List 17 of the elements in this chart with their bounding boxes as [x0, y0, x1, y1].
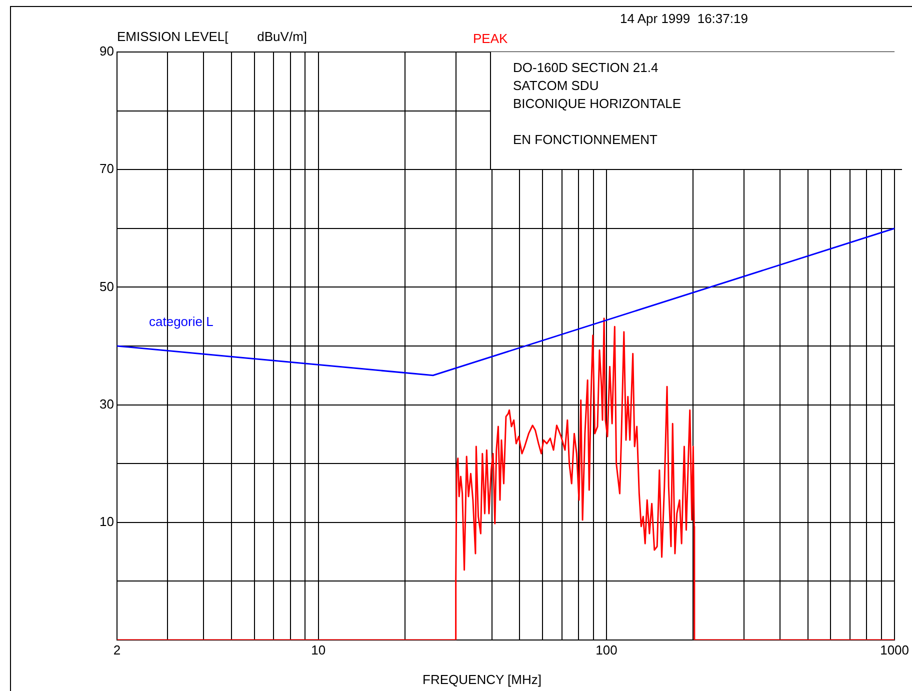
- annotation: BICONIQUE HORIZONTALE: [513, 95, 682, 113]
- y-tick-label: 70: [100, 161, 114, 176]
- x-tick-label: 1000: [880, 642, 909, 658]
- y-tick-label: 30: [100, 396, 114, 412]
- y-tick-label: 90: [100, 44, 114, 59]
- y-axis-title: EMISSION LEVEL[ dBuV/m]: [117, 29, 308, 44]
- x-axis-title: FREQUENCY [MHz]: [422, 672, 542, 687]
- annotation: DO-160D SECTION 21.4: [513, 59, 660, 77]
- x-tick-label: 2: [113, 642, 121, 658]
- annotation: EN FONCTIONNEMENT: [513, 131, 658, 149]
- y-tick-label: 50: [100, 278, 114, 294]
- text: PEAK: [473, 31, 508, 46]
- x-tick-label: 10: [311, 642, 326, 658]
- annotation: SATCOM SDU: [513, 77, 600, 95]
- y-tick-label: 10: [100, 514, 114, 529]
- text: 14 Apr 1999 16:37:19: [620, 11, 748, 26]
- x-tick-label: 100: [596, 642, 618, 658]
